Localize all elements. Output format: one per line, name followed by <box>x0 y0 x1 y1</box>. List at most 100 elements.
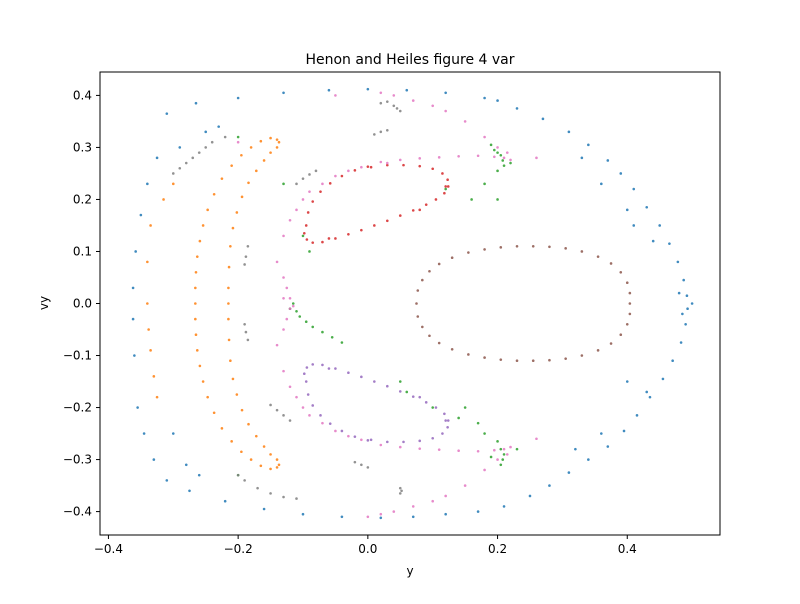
data-point-series-2 <box>152 375 156 378</box>
data-point-series-3 <box>291 302 295 305</box>
data-point-series-5 <box>398 390 402 393</box>
data-point-series-8 <box>243 263 246 266</box>
data-point-series-8 <box>386 100 389 103</box>
data-point-series-4 <box>319 190 322 193</box>
data-point-series-3 <box>489 455 493 459</box>
data-point-series-2 <box>269 136 272 140</box>
data-point-series-7 <box>291 304 295 308</box>
data-point-series-6 <box>596 255 600 258</box>
data-point-series-4 <box>434 198 438 201</box>
data-point-series-3 <box>463 406 467 409</box>
data-point-series-4 <box>304 224 308 227</box>
data-point-series-1 <box>139 213 143 217</box>
data-point-series-4 <box>446 185 450 188</box>
data-point-series-7 <box>285 286 289 290</box>
data-point-series-1 <box>600 182 603 186</box>
data-point-series-1 <box>171 432 175 435</box>
data-point-series-2 <box>275 146 279 149</box>
data-point-series-1 <box>671 359 674 363</box>
data-point-series-1 <box>515 107 519 110</box>
data-point-series-3 <box>499 447 503 451</box>
data-point-series-5 <box>373 380 376 383</box>
data-point-series-7 <box>444 494 447 498</box>
data-point-series-7 <box>282 276 285 279</box>
data-point-series-8 <box>295 497 298 500</box>
data-point-series-5 <box>334 367 337 370</box>
data-point-series-2 <box>194 302 197 305</box>
data-point-series-5 <box>444 419 447 422</box>
data-point-series-8 <box>246 244 250 248</box>
data-point-series-2 <box>201 224 205 227</box>
data-point-series-6 <box>625 323 629 326</box>
data-point-series-4 <box>334 237 337 240</box>
data-point-series-4 <box>306 211 310 214</box>
data-point-series-2 <box>240 153 243 157</box>
data-point-series-1 <box>619 172 623 175</box>
data-point-series-7 <box>282 234 285 238</box>
data-point-series-4 <box>353 169 357 172</box>
data-point-series-2 <box>275 466 279 469</box>
data-point-series-1 <box>677 291 681 295</box>
data-point-series-6 <box>628 291 632 295</box>
data-point-series-8 <box>379 130 383 134</box>
data-point-series-4 <box>305 238 309 241</box>
data-point-series-1 <box>622 429 626 433</box>
data-point-series-7 <box>457 154 460 158</box>
data-point-series-7 <box>295 395 298 399</box>
data-point-series-2 <box>195 349 199 352</box>
data-point-series-2 <box>259 139 263 143</box>
data-point-series-4 <box>443 191 446 195</box>
data-point-series-7 <box>493 155 496 159</box>
data-point-series-8 <box>353 460 357 464</box>
data-point-series-1 <box>567 130 571 134</box>
data-point-series-3 <box>444 187 447 191</box>
data-point-series-1 <box>580 156 584 160</box>
data-point-series-8 <box>244 255 248 258</box>
data-point-series-3 <box>321 330 324 334</box>
data-point-series-1 <box>679 341 683 344</box>
data-point-series-7 <box>301 406 305 409</box>
data-point-series-4 <box>321 240 324 244</box>
data-point-series-7 <box>288 218 292 222</box>
data-point-series-3 <box>501 458 505 461</box>
data-point-series-6 <box>564 247 567 250</box>
data-point-series-8 <box>386 128 389 132</box>
data-point-series-4 <box>431 167 435 171</box>
data-point-series-3 <box>483 432 486 435</box>
data-point-series-8 <box>395 107 399 110</box>
data-point-series-1 <box>625 208 629 212</box>
data-point-series-7 <box>301 198 305 201</box>
data-point-series-7 <box>505 151 509 154</box>
data-point-series-7 <box>285 317 289 321</box>
data-point-series-5 <box>319 414 322 417</box>
data-point-series-8 <box>171 172 175 175</box>
data-point-series-7 <box>411 99 415 102</box>
data-point-series-2 <box>194 286 197 290</box>
data-point-series-2 <box>231 226 235 230</box>
data-point-series-2 <box>229 359 232 363</box>
data-point-series-6 <box>628 312 632 316</box>
data-point-series-4 <box>398 214 402 217</box>
data-point-series-6 <box>416 289 420 292</box>
data-point-series-7 <box>457 449 460 453</box>
data-point-series-3 <box>330 336 334 339</box>
data-point-series-7 <box>431 499 435 503</box>
data-point-series-1 <box>152 458 156 461</box>
data-point-series-4 <box>340 174 344 178</box>
data-point-series-7 <box>483 468 486 472</box>
data-point-series-1 <box>690 302 694 305</box>
x-axis-label: y <box>406 564 413 578</box>
data-point-series-2 <box>247 181 250 185</box>
data-point-series-5 <box>327 367 331 370</box>
data-point-series-1 <box>658 224 661 227</box>
data-point-series-7 <box>444 109 447 113</box>
data-point-series-1 <box>327 88 331 92</box>
data-point-series-5 <box>305 366 309 369</box>
data-point-series-2 <box>198 364 202 368</box>
data-point-series-3 <box>496 151 499 154</box>
data-point-series-2 <box>231 377 235 381</box>
data-point-series-1 <box>567 471 571 474</box>
data-point-series-8 <box>398 486 402 490</box>
data-point-series-7 <box>502 156 506 160</box>
